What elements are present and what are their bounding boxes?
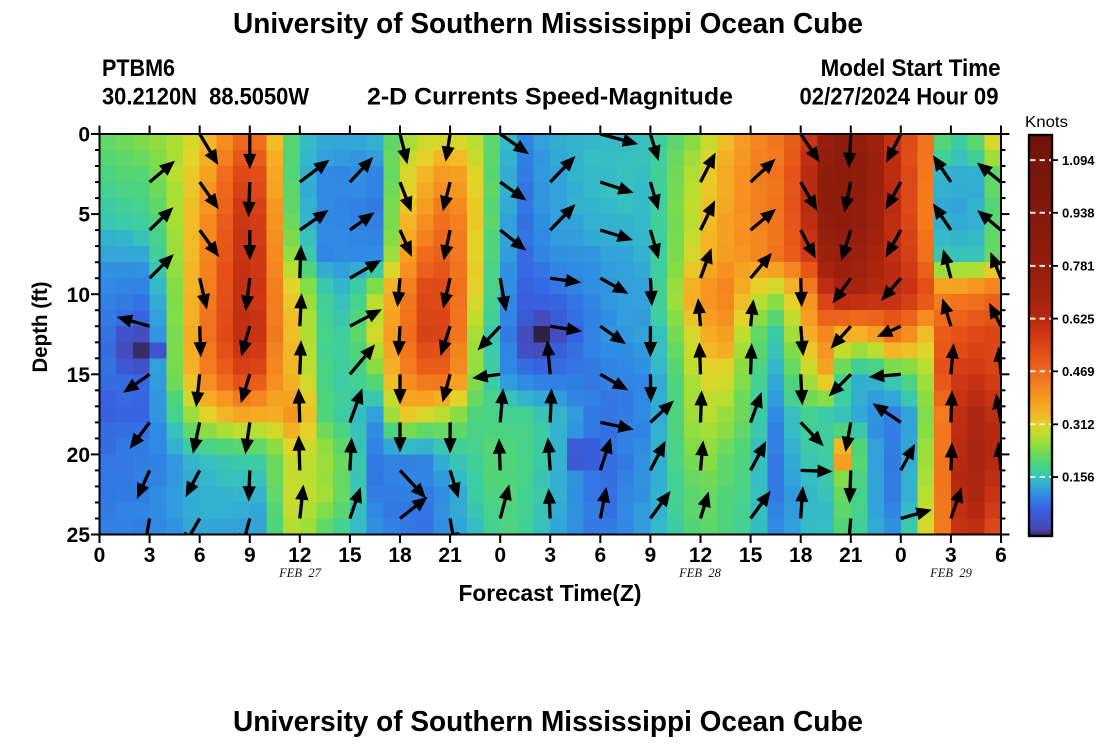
svg-text:6: 6 xyxy=(194,544,206,567)
svg-text:9: 9 xyxy=(244,544,256,567)
svg-text:20: 20 xyxy=(67,444,90,467)
svg-text:18: 18 xyxy=(789,544,813,567)
svg-text:University of Southern Mississ: University of Southern Mississippi Ocean… xyxy=(233,706,863,738)
svg-text:25: 25 xyxy=(67,524,91,547)
svg-text:FEB 28: FEB 28 xyxy=(678,566,721,580)
svg-text:0.312: 0.312 xyxy=(1062,417,1095,432)
svg-text:0.156: 0.156 xyxy=(1062,470,1095,485)
svg-text:21: 21 xyxy=(839,544,863,567)
svg-text:0: 0 xyxy=(78,124,90,147)
svg-text:Depth (ft): Depth (ft) xyxy=(28,282,52,373)
svg-text:1.094: 1.094 xyxy=(1062,153,1095,168)
svg-text:0: 0 xyxy=(94,544,106,567)
svg-text:0.781: 0.781 xyxy=(1062,259,1095,274)
svg-text:15: 15 xyxy=(67,364,91,387)
svg-text:3: 3 xyxy=(945,544,957,567)
svg-text:15: 15 xyxy=(739,544,763,567)
svg-text:Forecast Time(Z): Forecast Time(Z) xyxy=(459,580,642,606)
svg-text:FEB 29: FEB 29 xyxy=(929,566,972,580)
svg-text:PTBM6: PTBM6 xyxy=(102,55,175,82)
svg-text:0.625: 0.625 xyxy=(1062,311,1095,326)
svg-text:02/27/2024 Hour 09: 02/27/2024 Hour 09 xyxy=(800,84,999,111)
svg-text:0.469: 0.469 xyxy=(1062,364,1095,379)
svg-text:2-D Currents Speed-Magnitude: 2-D Currents Speed-Magnitude xyxy=(367,84,733,111)
svg-text:Model Start Time: Model Start Time xyxy=(821,55,1001,82)
svg-text:Knots: Knots xyxy=(1025,114,1068,131)
svg-text:3: 3 xyxy=(544,544,556,567)
svg-text:6: 6 xyxy=(594,544,606,567)
svg-text:0: 0 xyxy=(494,544,506,567)
svg-text:0: 0 xyxy=(895,544,907,567)
svg-text:21: 21 xyxy=(438,544,462,567)
svg-text:10: 10 xyxy=(67,284,90,307)
svg-text:FEB 27: FEB 27 xyxy=(278,566,321,580)
svg-text:3: 3 xyxy=(144,544,156,567)
svg-text:15: 15 xyxy=(338,544,362,567)
svg-text:30.2120N 88.5050W: 30.2120N 88.5050W xyxy=(102,84,310,111)
svg-text:12: 12 xyxy=(288,544,311,567)
svg-text:5: 5 xyxy=(78,204,90,227)
svg-text:University of Southern Mississ: University of Southern Mississippi Ocean… xyxy=(233,8,863,40)
svg-text:6: 6 xyxy=(995,544,1007,567)
svg-text:18: 18 xyxy=(388,544,412,567)
svg-text:0.938: 0.938 xyxy=(1062,206,1095,221)
svg-text:12: 12 xyxy=(689,544,712,567)
svg-text:9: 9 xyxy=(645,544,657,567)
